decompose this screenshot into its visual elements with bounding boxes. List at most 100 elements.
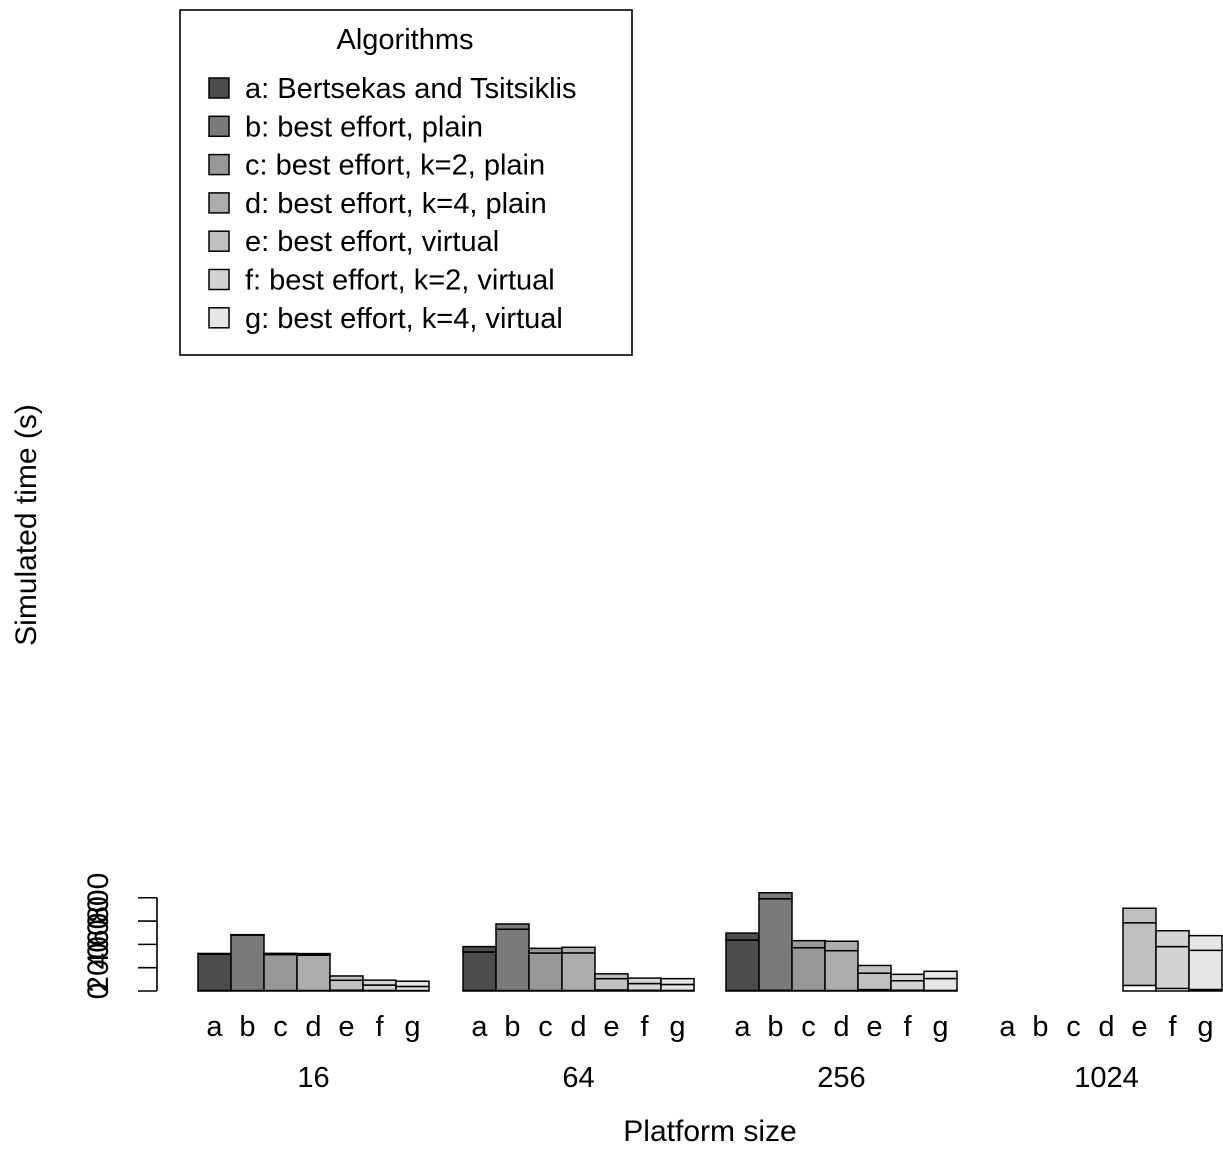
bar-segment [1188,949,1223,991]
bar-segment [857,964,892,974]
x-category-label: b [504,1011,520,1043]
legend-swatch [208,268,230,291]
x-category-label: g [932,1011,948,1043]
x-category-label: c [1066,1011,1081,1043]
bar-segment [824,949,859,992]
bar-segment [296,954,331,992]
bar-segment [923,977,958,992]
bar-64-c [528,947,563,992]
bar-segment [594,977,629,991]
bar-16-e [329,975,364,992]
bar-segment [362,979,397,986]
x-category-label: g [1197,1011,1213,1043]
y-tick-label: 600 [82,896,115,946]
bar-segment [561,952,596,992]
x-category-label: f [903,1011,912,1043]
x-category-label: b [239,1011,255,1043]
bar-segment [660,977,695,986]
bar-segment [890,979,925,991]
bar-1024-g [1188,934,1223,992]
x-category-label: g [669,1011,685,1043]
x-category-label: f [640,1011,649,1043]
x-category-label: e [603,1011,619,1043]
x-category-label: f [375,1011,384,1043]
bar-segment [395,980,430,988]
bar-segment [329,975,364,982]
bar-segment [528,947,563,954]
bar-segment [1122,984,1157,992]
bar-256-d [824,940,859,992]
bar-64-f [627,977,662,992]
bar-segment [1122,907,1157,924]
legend-swatch [208,307,230,329]
bar-16-b [230,933,265,992]
legend: Algorithms a: Bertsekas and Tsitsiklis b:… [179,9,633,356]
x-group-label: 1024 [1074,1062,1139,1094]
y-tick-label: 400 [82,919,115,969]
bar-256-g [923,970,958,992]
x-category-label: e [338,1011,354,1043]
legend-swatch [208,230,230,252]
legend-items: a: Bertsekas and Tsitsiklis b: best effor… [208,73,577,335]
bar-16-a [197,952,232,992]
bar-segment [296,952,331,956]
legend-item: c: best effort, k=2, plain [208,150,545,182]
legend-swatch [208,115,230,138]
legend-item: b: best effort, plain [208,111,483,143]
x-category-label: b [1032,1011,1048,1043]
bar-segment [857,972,892,991]
bar-segment [725,939,760,992]
x-category-label: a [471,1011,488,1043]
bar-segment [824,940,859,952]
bar-segment [462,951,497,992]
legend-label: d: best effort, k=4, plain [245,188,547,220]
legend-title: Algorithms [337,24,474,56]
x-category-label: d [305,1011,321,1043]
legend-item: d: best effort, k=4, plain [208,188,547,220]
bar-segment [263,952,298,956]
legend-label: g: best effort, k=4, virtual [245,303,563,335]
bar-segment [561,946,596,954]
legend-box [179,9,633,356]
bar-64-e [594,973,629,992]
bar-256-e [857,964,892,992]
bar-segment [1122,922,1157,987]
y-tick-label: 200 [82,943,115,993]
bars-layer [197,891,1223,992]
bar-16-f [362,979,397,992]
bar-segment [791,939,826,949]
bar-segment [528,952,563,992]
bar-segment [1155,929,1190,948]
legend-swatch [208,77,230,99]
x-category-label: d [833,1011,849,1043]
legend-swatch [208,153,230,176]
legend-item: a: Bertsekas and Tsitsiklis [208,73,577,105]
bar-64-d [561,946,596,992]
bar-64-g [660,977,695,992]
legend-label: f: best effort, k=2, virtual [245,265,555,297]
bar-16-g [395,980,430,992]
bar-16-d [296,952,331,992]
bar-segment [923,970,958,980]
x-category-label: e [866,1011,882,1043]
legend-item: g: best effort, k=4, virtual [208,303,563,335]
x-category-label: d [570,1011,586,1043]
bar-segment [627,977,662,985]
bar-segment [362,984,397,992]
bar-segment [660,983,695,992]
legend-label: a: Bertsekas and Tsitsiklis [245,73,577,105]
bar-segment [594,973,629,980]
legend-item: e: best effort, virtual [208,226,499,258]
x-category-label: a [734,1011,751,1043]
bar-256-c [791,939,826,992]
bar-1024-e [1122,907,1157,992]
bar-segment [462,945,497,953]
bar-256-f [890,973,925,992]
x-axis-label: Platform size [623,1115,796,1148]
x-category-label: c [801,1011,816,1043]
bar-64-b [495,923,530,992]
legend-label: b: best effort, plain [245,111,483,143]
bar-16-c [263,952,298,992]
